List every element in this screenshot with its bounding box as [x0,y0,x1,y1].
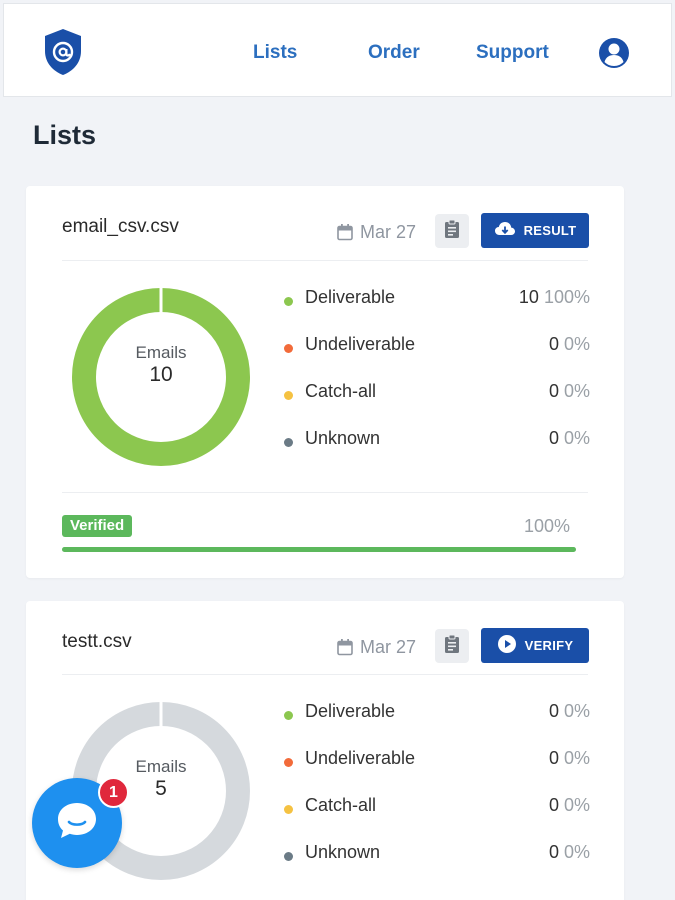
legend-row-unknown: Unknown 0 0% [284,842,590,889]
page-title: Lists [33,120,97,150]
legend-label: Catch-all [305,795,377,815]
list-date-text: Mar 27 [360,221,417,242]
verify-button[interactable]: VERIFY [481,628,589,663]
chat-notification-badge: 1 [98,777,129,808]
list-date: Mar 27 [336,635,416,659]
nav-link-lists[interactable]: Lists [253,42,298,63]
legend-pct: 0% [563,381,590,401]
legend-count: 0 [548,701,559,721]
legend-pct: 0% [563,748,590,768]
legend-label: Undeliverable [305,748,416,768]
donut-title: Emails [135,757,187,776]
status-legend: Deliverable 10 100% Undeliverable 0 0% C… [284,287,590,475]
calendar-icon [336,223,354,241]
user-circle-icon[interactable] [597,36,631,70]
email-count: 5 [155,777,167,800]
top-navbar: Lists Order Support [3,3,672,97]
deliverable-dot [284,297,293,306]
clipboard-icon [444,634,460,659]
legend-row-catch-all: Catch-all 0 0% [284,795,590,842]
legend-label: Catch-all [305,381,377,401]
catch-all-dot [284,391,293,400]
legend-label: Deliverable [305,701,396,721]
legend-count: 0 [548,842,559,862]
legend-pct: 0% [563,334,590,354]
progress-percent: 100% [524,516,571,536]
catch-all-dot [284,805,293,814]
card-divider [62,260,588,261]
calendar-icon [336,638,354,656]
legend-row-unknown: Unknown 0 0% [284,428,590,475]
unknown-dot [284,852,293,861]
legend-count: 0 [548,748,559,768]
legend-count: 0 [548,428,559,448]
chat-bubble-icon [54,799,100,848]
shield-at-icon[interactable] [42,27,84,77]
list-filename: testt.csv [62,631,132,652]
deliverable-dot [284,711,293,720]
card-divider [62,674,588,675]
nav-link-support[interactable]: Support [476,42,549,63]
legend-label: Unknown [305,842,381,862]
email-count: 10 [149,363,173,386]
legend-count: 0 [548,381,559,401]
email-status-donut [72,287,250,466]
legend-row-catch-all: Catch-all 0 0% [284,381,590,428]
result-button-label: RESULT [523,223,577,238]
donut-gap [159,287,163,313]
unknown-dot [284,438,293,447]
legend-count: 0 [548,795,559,815]
legend-label: Unknown [305,428,381,448]
result-button[interactable]: RESULT [481,213,589,248]
play-circle-icon [497,634,525,657]
legend-row-deliverable: Deliverable 10 100% [284,287,590,334]
clipboard-icon [444,219,460,244]
legend-count: 0 [548,334,559,354]
legend-label: Deliverable [305,287,396,307]
donut-center-label: Emails 10 [70,343,252,387]
legend-row-deliverable: Deliverable 0 0% [284,701,590,748]
list-date-text: Mar 27 [360,636,417,657]
legend-pct: 0% [563,428,590,448]
status-badge: Verified [62,515,133,537]
legend-pct: 0% [563,795,590,815]
list-date: Mar 27 [336,220,416,244]
donut-center-label: Emails 5 [70,757,252,801]
legend-label: Undeliverable [305,334,416,354]
progress-fill [62,547,576,552]
list-card: email_csv.csv Mar 27 RESULT Emails 10 De… [26,186,624,578]
legend-pct: 100% [543,287,590,307]
cloud-download-icon [494,220,524,241]
progress-bar [62,547,576,552]
undeliverable-dot [284,344,293,353]
donut-title: Emails [135,343,187,362]
undeliverable-dot [284,758,293,767]
legend-pct: 0% [563,701,590,721]
list-card: testt.csv Mar 27 VERIFY Emails 5 Deliver… [26,601,624,900]
donut-gap [159,701,163,727]
legend-row-undeliverable: Undeliverable 0 0% [284,334,590,381]
nav-link-order[interactable]: Order [368,42,420,63]
clipboard-button[interactable] [435,629,469,663]
legend-count: 10 [518,287,539,307]
legend-pct: 0% [563,842,590,862]
legend-row-undeliverable: Undeliverable 0 0% [284,748,590,795]
list-filename: email_csv.csv [62,216,179,237]
card-divider [62,492,588,493]
clipboard-button[interactable] [435,214,469,248]
verify-button-label: VERIFY [524,638,574,653]
status-legend: Deliverable 0 0% Undeliverable 0 0% Catc… [284,701,590,889]
